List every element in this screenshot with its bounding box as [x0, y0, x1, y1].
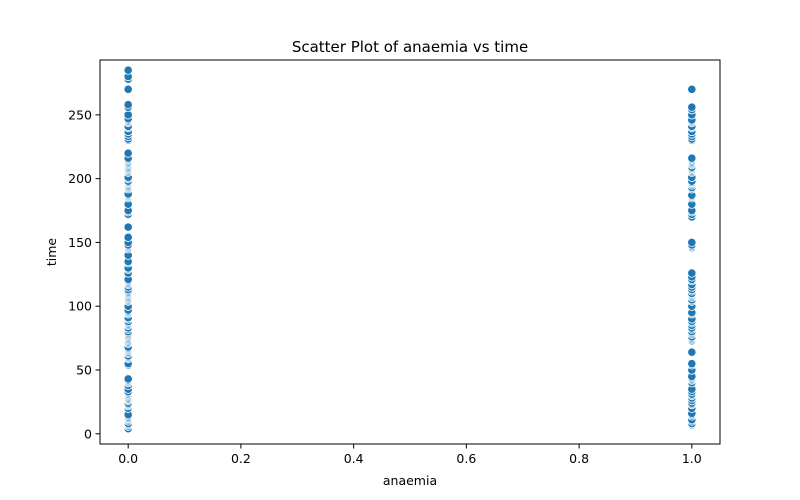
x-axis-ticks: 0.0 0.2 0.4 0.6 0.8 1.0: [118, 444, 702, 466]
x-tick-label: 0.0: [118, 451, 138, 466]
x-tick-label: 1.0: [682, 451, 702, 466]
x-tick-label: 0.6: [456, 451, 476, 466]
y-tick-label: 0: [84, 426, 92, 441]
scatter-point: [687, 102, 697, 112]
scatter-point: [123, 65, 133, 75]
x-tick-label: 0.2: [231, 451, 251, 466]
y-tick-label: 50: [76, 363, 92, 378]
scatter-point: [123, 100, 133, 110]
x-tick-label: 0.4: [344, 451, 364, 466]
scatter-point: [687, 268, 697, 278]
plot-frame: [99, 59, 721, 445]
scatter-point: [123, 232, 133, 242]
scatter-point: [687, 84, 697, 94]
scatter-point: [687, 153, 697, 163]
scatter-point: [123, 148, 133, 158]
scatter-point: [687, 237, 697, 248]
y-tick-label: 100: [68, 299, 92, 314]
chart-title: Scatter Plot of anaemia vs time: [292, 38, 528, 56]
scatter-point: [123, 110, 133, 120]
y-axis-ticks: 0 50 100 150 200 250: [68, 107, 100, 441]
y-axis-label: time: [44, 238, 59, 267]
scatter-point: [687, 347, 697, 357]
scatter-point: [123, 374, 133, 384]
scatter-point: [687, 359, 697, 369]
x-axis-label: anaemia: [383, 473, 437, 488]
x-tick-label: 0.8: [569, 451, 589, 466]
y-tick-label: 150: [68, 235, 92, 250]
y-tick-label: 200: [68, 171, 92, 186]
y-tick-label: 250: [68, 107, 92, 122]
points-layer: [123, 65, 697, 434]
scatter-point: [123, 84, 133, 94]
scatter-point: [123, 222, 133, 232]
